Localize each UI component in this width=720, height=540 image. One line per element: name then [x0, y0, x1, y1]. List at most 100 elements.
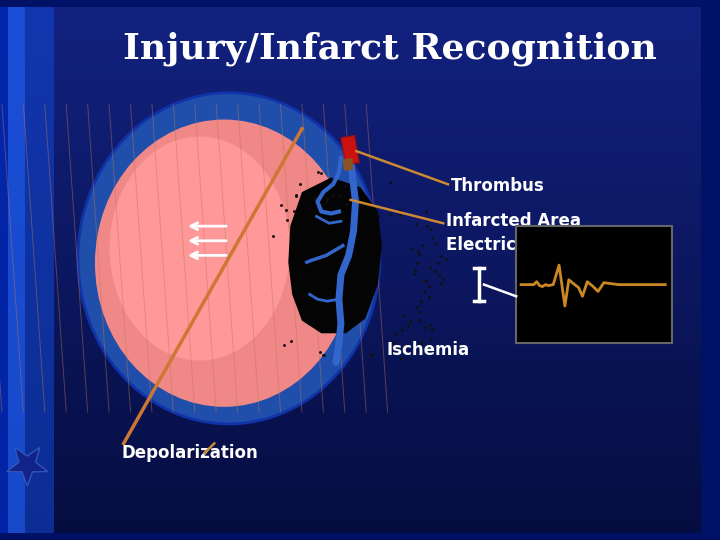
Bar	[0, 392, 701, 396]
Bar	[0, 178, 701, 183]
Bar	[0, 7, 701, 12]
Bar	[0, 426, 701, 431]
Bar	[0, 56, 701, 60]
Bar	[0, 518, 701, 523]
Bar	[0, 212, 701, 217]
Bar	[0, 436, 701, 441]
Bar	[0, 455, 701, 460]
Text: Depolarization: Depolarization	[122, 444, 258, 462]
Bar	[0, 421, 701, 426]
Bar	[0, 158, 701, 163]
Bar	[0, 124, 701, 129]
Bar	[0, 90, 701, 94]
Text: Thrombus: Thrombus	[451, 177, 545, 195]
Bar	[0, 377, 701, 382]
Bar	[0, 241, 701, 246]
Bar	[0, 265, 701, 270]
Bar	[0, 168, 701, 173]
Bar	[0, 328, 701, 333]
Bar	[0, 41, 701, 46]
Bar	[0, 475, 701, 480]
Ellipse shape	[78, 93, 380, 424]
Bar	[0, 396, 701, 401]
Bar	[0, 31, 701, 36]
Bar	[516, 226, 672, 343]
Bar	[0, 407, 701, 411]
Bar	[0, 362, 701, 367]
Bar	[0, 314, 701, 319]
Bar	[0, 416, 701, 421]
Bar	[0, 450, 701, 455]
Bar	[0, 192, 701, 197]
Bar	[0, 85, 701, 90]
Text: Ischemia: Ischemia	[387, 341, 470, 359]
Bar	[0, 231, 701, 236]
Bar	[341, 136, 359, 165]
Bar	[0, 460, 701, 465]
Bar	[0, 226, 701, 231]
Bar	[0, 343, 701, 348]
Bar	[0, 280, 701, 285]
Bar	[0, 221, 701, 226]
Bar	[0, 51, 701, 56]
Ellipse shape	[109, 137, 289, 361]
Bar	[0, 353, 701, 357]
Bar	[0, 494, 701, 499]
Bar	[0, 133, 701, 139]
Bar	[0, 484, 701, 489]
Bar	[0, 94, 701, 99]
Bar	[0, 446, 701, 450]
Bar	[0, 260, 701, 265]
Bar	[0, 173, 701, 178]
Bar	[0, 480, 701, 484]
Bar	[0, 309, 701, 314]
Bar	[0, 7, 8, 533]
Bar	[8, 7, 25, 533]
Bar	[0, 129, 701, 133]
Bar	[0, 104, 701, 109]
Bar	[0, 153, 701, 158]
Bar	[0, 236, 701, 241]
Bar	[0, 163, 701, 168]
Polygon shape	[288, 178, 382, 333]
Bar	[0, 504, 701, 509]
Bar	[0, 114, 701, 119]
Bar	[0, 319, 701, 323]
Bar	[0, 289, 701, 294]
Bar	[0, 294, 701, 299]
Bar	[0, 22, 701, 26]
Bar	[0, 7, 53, 533]
Bar	[0, 528, 701, 533]
Bar	[0, 431, 701, 436]
Bar	[343, 158, 354, 171]
Bar	[0, 509, 701, 514]
Bar	[0, 207, 701, 212]
Bar	[0, 270, 701, 275]
Bar	[0, 499, 701, 504]
Bar	[0, 75, 701, 80]
Text: Infarcted Area
Electrically Silent: Infarcted Area Electrically Silent	[446, 212, 609, 254]
Bar	[0, 197, 701, 202]
Bar	[0, 514, 701, 518]
Bar	[0, 183, 701, 187]
Text: Injury/Infarct Recognition: Injury/Infarct Recognition	[122, 32, 657, 66]
Bar	[0, 387, 701, 392]
Bar	[0, 17, 701, 22]
Bar	[0, 46, 701, 51]
Bar	[0, 119, 701, 124]
Bar	[0, 323, 701, 328]
Bar	[0, 255, 701, 260]
Ellipse shape	[95, 119, 353, 407]
Bar	[0, 99, 701, 104]
Bar	[0, 144, 701, 149]
Bar	[0, 65, 701, 70]
Bar	[0, 372, 701, 377]
Bar	[0, 109, 701, 114]
Polygon shape	[7, 448, 48, 486]
Bar	[0, 401, 701, 407]
Bar	[0, 470, 701, 475]
Bar	[0, 285, 701, 289]
Bar	[0, 275, 701, 280]
Bar	[0, 80, 701, 85]
Bar	[0, 12, 701, 17]
